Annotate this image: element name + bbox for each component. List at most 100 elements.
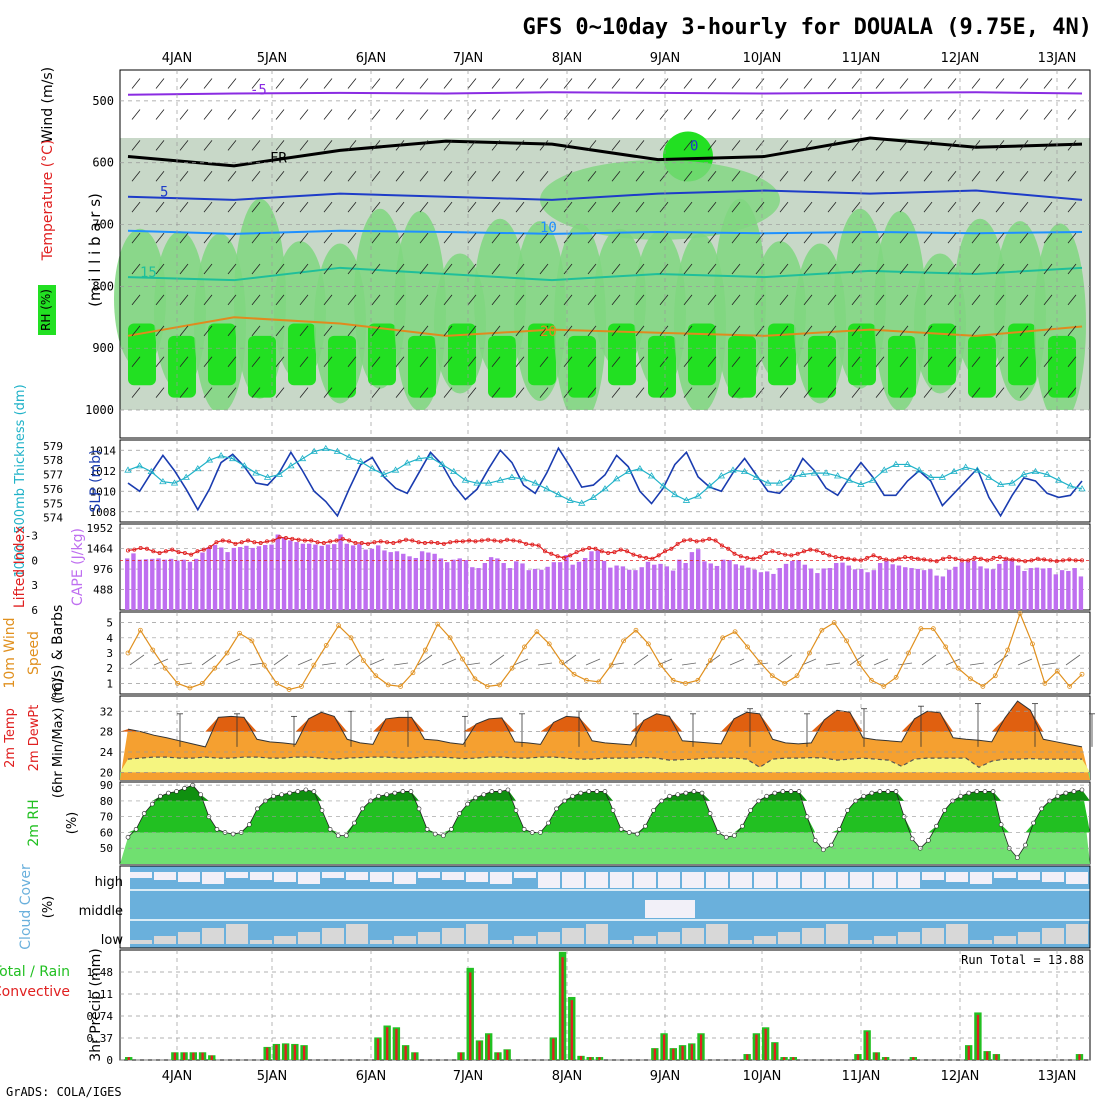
wind-barb — [371, 171, 381, 182]
wind-barb — [683, 201, 693, 213]
cape-bar — [626, 569, 632, 610]
li-point — [1035, 556, 1040, 561]
thickness-point — [508, 473, 516, 480]
cloud-low-gap — [346, 924, 368, 944]
li-point — [726, 546, 731, 551]
wind10m-barb — [825, 662, 841, 666]
thickness-point — [159, 477, 167, 485]
thickness-point — [380, 470, 388, 477]
li-point — [479, 538, 484, 543]
rh2m-point — [513, 808, 519, 813]
rh2m-point — [1079, 787, 1085, 793]
wind10m-barb — [201, 654, 217, 666]
li-point — [865, 555, 870, 560]
thickness-point — [938, 473, 947, 480]
wind-barb — [275, 232, 285, 244]
li-point — [568, 553, 573, 558]
cape-bar — [206, 547, 211, 610]
li-point — [587, 545, 592, 550]
wind-barb — [731, 140, 741, 151]
li-point — [195, 549, 200, 554]
thickness-point — [519, 475, 528, 482]
wind-barb — [467, 78, 477, 89]
wind-barb — [995, 387, 1005, 398]
precip-convective-bar — [404, 1045, 407, 1060]
day-label-bottom: 8JAN — [552, 1069, 583, 1084]
rh2m-point — [271, 793, 276, 799]
cape-bar — [457, 558, 462, 610]
rh2m-point — [723, 834, 729, 840]
rh2m-point — [521, 827, 527, 832]
wind10m-point — [868, 677, 874, 683]
cape-bar — [495, 558, 500, 610]
li-point — [391, 541, 396, 546]
wind-barb — [395, 263, 405, 275]
thickness-point — [415, 454, 423, 462]
wind10m-point — [299, 684, 304, 689]
cape-bar — [137, 559, 142, 610]
rh2m-point — [635, 831, 640, 837]
cape-bar — [997, 563, 1002, 610]
cape-bar — [162, 559, 168, 610]
li-point — [296, 537, 301, 542]
rh2m-point — [279, 792, 284, 797]
wind-barb — [899, 201, 909, 213]
wind-barb — [251, 171, 261, 182]
wind-barb — [971, 171, 981, 182]
wind-barb — [995, 263, 1005, 275]
dewpoint-series-line — [127, 756, 1082, 768]
li-point — [302, 538, 307, 543]
rh2m-point — [861, 793, 867, 799]
wind-barb — [683, 263, 693, 275]
wind10m-barb — [561, 654, 577, 666]
wind-barb — [443, 201, 453, 213]
wind-barb — [491, 294, 501, 306]
wind-barb — [371, 232, 381, 244]
wind-barb — [923, 325, 933, 337]
wind-barb — [875, 171, 885, 182]
cloud-row-label: middle — [79, 904, 123, 919]
li-point — [997, 555, 1002, 560]
precip-convective-bar — [976, 1014, 980, 1060]
wind-barb — [347, 171, 357, 182]
contour-label: 15 — [140, 265, 157, 281]
wind-barb — [275, 356, 285, 367]
wind10m-point — [237, 630, 242, 636]
wind-barb — [611, 263, 621, 275]
day-label-bottom: 4JAN — [162, 1069, 193, 1084]
precip-convective-bar — [302, 1045, 306, 1060]
wind10m-barb — [345, 654, 361, 666]
li-point — [903, 555, 908, 560]
li-point — [650, 556, 655, 561]
cloud-low-gap — [610, 940, 632, 944]
wind10m-point — [906, 650, 911, 656]
wind-barb — [275, 263, 285, 275]
wind-barb — [563, 171, 573, 182]
li-point — [663, 549, 668, 554]
cloud-low-gap — [490, 940, 512, 944]
wind-barb — [419, 109, 429, 120]
li-point — [214, 540, 219, 545]
cape-bar — [156, 558, 161, 610]
cape-bar — [470, 567, 475, 610]
cloud-high-gap — [706, 872, 728, 888]
wind10m-barb — [249, 662, 265, 666]
slp-axis-label: SLP (mb) — [88, 449, 104, 512]
day-label-bottom: 7JAN — [453, 1069, 484, 1084]
li-point — [909, 555, 914, 560]
rh2m-point — [174, 789, 179, 794]
rh2m-point — [942, 808, 947, 813]
wind-barb — [587, 201, 597, 213]
cape-bar — [746, 567, 751, 610]
wind-barb — [659, 325, 669, 337]
cloud-units-label: (%) — [41, 896, 56, 919]
wind10m-barb — [321, 662, 337, 666]
precip-convective-bar — [856, 1054, 860, 1060]
wind10m-barb — [441, 658, 457, 666]
wind-barb — [1043, 109, 1053, 120]
cape-bar — [445, 562, 450, 610]
wind-barb — [587, 263, 597, 275]
wind-barb — [539, 387, 549, 398]
wind-barb — [755, 294, 765, 306]
rh2m-point — [618, 827, 624, 832]
